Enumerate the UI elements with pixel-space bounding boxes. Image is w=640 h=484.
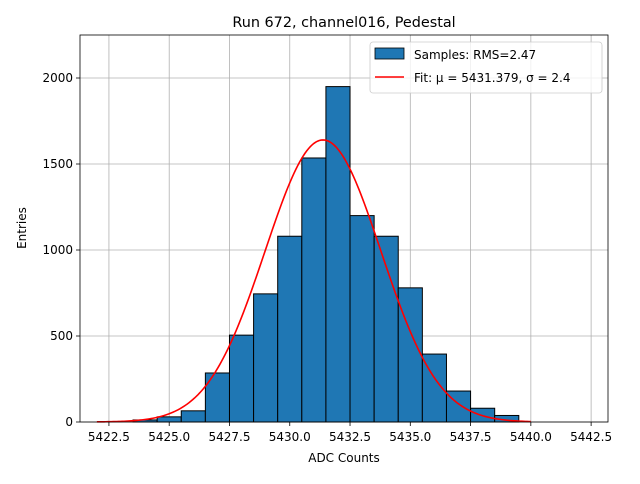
x-axis-label: ADC Counts (308, 451, 380, 465)
fit-layer (96, 139, 531, 423)
plot-frame (79, 34, 609, 423)
bars-layer (132, 86, 520, 423)
fit-curve (96, 139, 531, 423)
y-tick-label: 2000 (42, 71, 73, 85)
legend: Samples: RMS=2.47 Fit: μ = 5431.379, σ =… (369, 41, 603, 94)
histogram-bar (325, 86, 351, 423)
x-tick-label: 5440.0 (510, 430, 552, 444)
histogram-bar (228, 334, 255, 423)
y-tick-label: 1000 (42, 243, 73, 257)
histogram-bar (301, 157, 327, 423)
x-tick-label: 5437.5 (450, 430, 492, 444)
y-tick-label: 500 (50, 329, 73, 343)
x-tick-label: 5430.0 (269, 430, 311, 444)
histogram-bar (397, 287, 423, 423)
legend-fit-label: Fit: μ = 5431.379, σ = 2.4 (414, 71, 571, 85)
x-tick-label: 5427.5 (208, 430, 250, 444)
legend-samples-swatch (374, 47, 405, 60)
x-tick-label: 5442.5 (570, 430, 612, 444)
histogram-bar (253, 293, 279, 423)
chart-title: Run 672, channel016, Pedestal (232, 15, 455, 31)
histogram-bar (180, 410, 206, 423)
y-axis-label: Entries (15, 207, 29, 249)
y-tick-label: 0 (65, 415, 73, 429)
legend-box (369, 41, 603, 94)
x-tick-label: 5435.0 (389, 430, 431, 444)
x-tick-label: 5422.5 (88, 430, 130, 444)
x-tick-label: 5432.5 (329, 430, 371, 444)
histogram-bar (156, 416, 182, 423)
x-axis: 5422.5 5425.0 5427.5 5430.0 5432.5 5435.0 5437… (88, 422, 612, 444)
histogram-bar (373, 235, 399, 423)
y-tick-label: 1500 (42, 157, 73, 171)
histogram-bar (277, 235, 303, 423)
y-axis: 0 500 1000 1500 2000 (42, 71, 80, 429)
x-tick-label: 5425.0 (148, 430, 190, 444)
legend-samples-label: Samples: RMS=2.47 (414, 48, 536, 62)
histogram-bar (349, 215, 375, 423)
